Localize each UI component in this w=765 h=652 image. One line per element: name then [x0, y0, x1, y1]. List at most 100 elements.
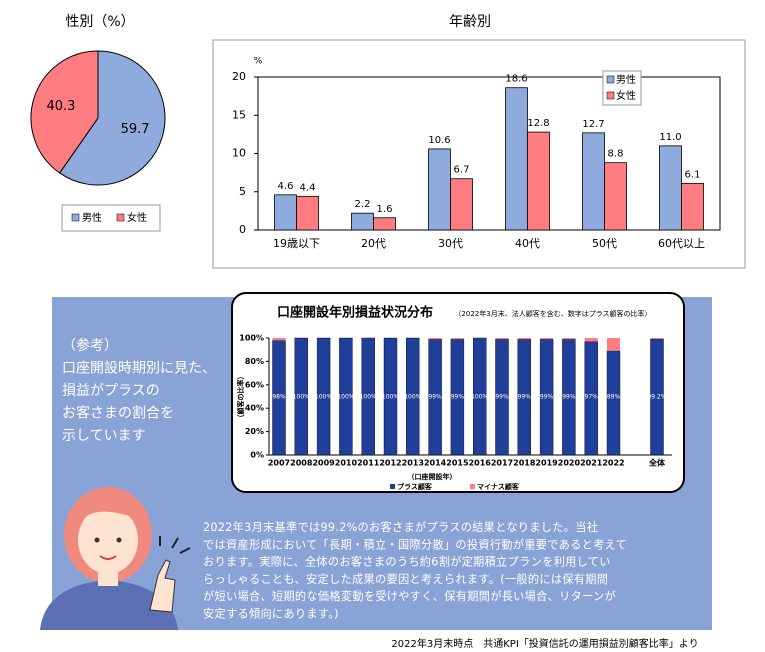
source-note: 2022年3月末時点 共通KPI「投資信託の運用損益別顧客比率」より: [391, 637, 698, 650]
value-label: 99%: [428, 394, 442, 401]
x-tick-label: 60代以上: [658, 237, 705, 250]
bar-segment: [428, 338, 442, 340]
y-axis-label: （顧客の比率）: [236, 373, 245, 422]
bar-segment: [517, 338, 531, 340]
legend-label: 男性: [82, 211, 102, 224]
bar: [659, 145, 682, 231]
x-tick-label: 2018: [513, 459, 536, 468]
value-label: 99%: [562, 394, 576, 401]
bar-segment: [607, 338, 620, 351]
bar-segment: [383, 337, 398, 456]
bar: [681, 182, 704, 231]
value-label: 2.2: [355, 199, 371, 210]
bar: [351, 212, 374, 231]
x-tick-label: 全体: [648, 458, 666, 468]
bar-segment: [406, 337, 420, 456]
x-tick-label: 50代: [592, 237, 617, 250]
x-tick-label: 2015: [446, 459, 469, 468]
legend-label: 女性: [127, 211, 147, 224]
legend-label: 女性: [616, 89, 636, 102]
legend-label: マイナス顧客: [477, 482, 520, 491]
x-tick-label: 2008: [290, 459, 313, 468]
bar: [274, 194, 297, 231]
body-line: らっしゃることも、安定した成果の要因と考えられます。(一般的には保有期間: [203, 572, 608, 586]
x-tick-label: 19歳以下: [273, 237, 320, 250]
value-label: 12.8: [527, 118, 549, 129]
bar-segment: [473, 337, 487, 456]
value-label: 6.1: [685, 169, 701, 180]
note-line: 示しています: [62, 428, 146, 444]
bar-segment: [606, 350, 621, 456]
value-label: 10.6: [428, 135, 450, 146]
chart-title: 性別（%）: [65, 14, 134, 30]
value-label: 100%: [382, 394, 399, 401]
bar-segment: [562, 338, 576, 340]
x-tick-label: 2011: [357, 459, 380, 468]
bar: [527, 131, 550, 231]
body-line: 安定する傾向にあります。): [203, 607, 339, 621]
pie-slice: [58, 50, 166, 186]
chart-title: 口座開設年別損益状況分布: [277, 305, 433, 321]
x-tick-label: 2014: [424, 459, 447, 468]
legend-swatch: [390, 484, 395, 489]
value-label: 99%: [451, 394, 465, 401]
x-tick-label: 20代: [361, 237, 386, 250]
x-tick-label: 2016: [469, 459, 492, 468]
bar-segment: [316, 337, 331, 456]
chart-title: 年齢別: [449, 14, 491, 30]
bar-segment: [272, 338, 286, 341]
x-tick-label: 2021: [580, 459, 603, 468]
value-label: 100%: [337, 394, 354, 401]
bar-segment: [495, 338, 509, 340]
body-line: おります。実際に、全体のお客さまのうち約6割が定期積立プランを利用してい: [203, 555, 611, 569]
bar-segment: [584, 338, 598, 342]
y-unit: %: [254, 57, 263, 67]
pie-slice: [30, 50, 99, 174]
x-tick-label: 30代: [438, 237, 463, 250]
x-axis-label: （口座開設年）: [408, 472, 457, 481]
value-label: 4.4: [300, 182, 316, 193]
value-label: 11.0: [659, 132, 681, 143]
legend-box: [602, 70, 642, 106]
body-line: では資産形成において「長期・積立・国際分散」の投資行動が重要であると考えて: [203, 537, 627, 551]
bar: [604, 162, 627, 231]
value-label: 12.7: [582, 119, 604, 130]
x-tick-label: 2017: [491, 459, 513, 468]
value-label: 100%: [404, 394, 421, 401]
bar-segment: [540, 338, 554, 340]
bar: [373, 217, 396, 231]
y-tick-label: 80%: [245, 357, 264, 366]
value-label: 1.6: [377, 204, 393, 215]
value-label: 100%: [293, 394, 310, 401]
value-label: 4.6: [278, 181, 294, 192]
y-tick-label: 100%: [239, 334, 264, 343]
value-label: 99.2%: [647, 394, 666, 401]
bar: [582, 132, 605, 231]
y-tick-label: 0: [239, 223, 246, 236]
x-tick-label: 2020: [558, 459, 581, 468]
value-label: 18.6: [505, 74, 527, 85]
bar-segment: [294, 337, 308, 456]
illustration: [40, 487, 191, 630]
legend-swatch: [470, 484, 475, 489]
value-label: 8.8: [608, 149, 624, 160]
bar: [450, 178, 473, 231]
legend-label: プラス顧客: [397, 482, 433, 491]
x-tick-label: 2013: [402, 459, 424, 468]
body-line: が短い場合、短期的な価格変動を受けやすく、保有期間が長い場合、リターンが: [203, 589, 616, 603]
note-line: 口座開設時期別に見た、: [62, 361, 216, 377]
slice-label: 40.3: [46, 99, 75, 114]
value-label: 98%: [272, 394, 286, 401]
y-tick-label: 5: [239, 185, 246, 198]
y-tick-label: 15: [232, 108, 246, 121]
y-tick-label: 10: [232, 147, 246, 160]
legend-swatch: [606, 91, 615, 100]
note-line: （参考）: [62, 337, 118, 354]
note-line: 損益がプラスの: [62, 383, 160, 399]
value-label: 97%: [585, 394, 599, 401]
slice-label: 59.7: [121, 122, 150, 137]
x-tick-label: 2009: [312, 459, 335, 468]
y-tick-label: 60%: [245, 380, 264, 389]
value-label: 89%: [607, 394, 621, 401]
value-label: 6.7: [454, 165, 470, 176]
